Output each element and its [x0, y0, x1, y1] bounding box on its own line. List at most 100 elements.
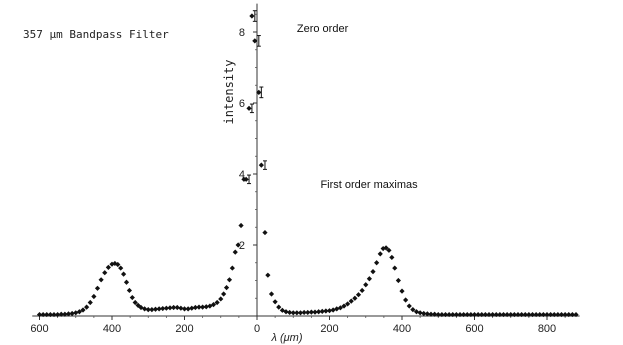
- data-point: [283, 309, 289, 315]
- data-point: [36, 311, 43, 318]
- x-tick-label: 200: [175, 323, 193, 335]
- data-point: [403, 297, 409, 303]
- data-point: [196, 304, 202, 310]
- data-point: [566, 311, 572, 318]
- data-point: [218, 296, 224, 302]
- x-tick-label: 200: [320, 323, 338, 335]
- data-point: [55, 311, 61, 318]
- data-point: [453, 311, 459, 318]
- data-point: [475, 311, 481, 318]
- x-tick-label: 400: [103, 323, 121, 335]
- data-point: [305, 309, 311, 316]
- data-point: [341, 303, 347, 309]
- data-point: [243, 176, 249, 182]
- data-point: [210, 302, 217, 308]
- annotation-first-order-maximas: First order maximas: [320, 179, 418, 191]
- data-point: [497, 311, 503, 318]
- x-tick-label: 600: [465, 323, 483, 335]
- data-point: [238, 222, 244, 229]
- y-tick-label: 6: [239, 98, 245, 110]
- data-point: [428, 311, 434, 317]
- data-point: [410, 307, 416, 313]
- data-point: [40, 311, 46, 318]
- data-point: [515, 311, 521, 318]
- data-point: [203, 304, 209, 310]
- data-point: [121, 271, 127, 277]
- data-point: [135, 302, 141, 308]
- data-point: [98, 277, 104, 283]
- data-point: [363, 282, 369, 288]
- data-point: [421, 310, 427, 317]
- data-point: [345, 301, 351, 307]
- data-point: [87, 299, 93, 306]
- data-point: [323, 308, 329, 314]
- data-point: [229, 265, 235, 271]
- data-point: [301, 309, 307, 316]
- data-point: [163, 305, 169, 311]
- y-ticks: 2 4 6 8: [239, 13, 257, 299]
- data-point: [399, 288, 405, 294]
- x-axis-label: λ (μm): [271, 332, 303, 344]
- data-point: [174, 304, 180, 311]
- data-point: [383, 245, 389, 251]
- data-point: [47, 311, 53, 318]
- data-point: [156, 306, 162, 312]
- data-point: [511, 311, 517, 318]
- data-point: [105, 264, 111, 270]
- annotation-zero-order: Zero order: [297, 23, 349, 35]
- data-point: [102, 270, 108, 276]
- data-point: [471, 311, 478, 318]
- error-bars: [247, 10, 267, 185]
- data-point: [370, 269, 376, 275]
- data-point: [352, 295, 358, 301]
- data-point: [377, 251, 383, 257]
- data-point: [58, 311, 64, 317]
- data-point: [316, 309, 322, 315]
- data-point: [537, 311, 543, 318]
- data-point: [551, 311, 557, 318]
- plot-area: 600 400 200 0 200 400 600 800 2 4 6 8: [30, 3, 580, 335]
- data-point: [348, 298, 354, 304]
- data-point: [115, 261, 121, 268]
- data-point: [91, 293, 97, 300]
- data-point: [312, 309, 318, 315]
- data-point: [446, 311, 452, 318]
- data-point: [490, 311, 496, 318]
- data-point: [464, 311, 470, 318]
- data-point: [482, 311, 488, 318]
- data-point: [406, 303, 412, 309]
- data-point: [424, 311, 430, 317]
- y-tick-label: 8: [239, 27, 245, 39]
- data-point: [258, 162, 264, 168]
- data-point: [526, 311, 532, 318]
- data-point: [435, 311, 441, 318]
- data-point: [109, 261, 115, 267]
- data-point: [461, 311, 467, 318]
- data-point: [294, 310, 300, 316]
- data-point: [468, 311, 474, 318]
- data-point: [442, 311, 449, 318]
- data-point: [432, 311, 438, 317]
- data-point: [493, 311, 499, 318]
- data-point: [249, 13, 255, 19]
- data-point: [386, 247, 392, 253]
- data-point: [142, 306, 148, 312]
- data-point: [123, 279, 130, 285]
- data-point: [548, 311, 554, 318]
- data-point: [297, 310, 304, 316]
- data-point: [51, 311, 57, 318]
- data-point: [308, 309, 314, 315]
- data-point: [374, 260, 380, 266]
- data-point: [504, 311, 510, 318]
- x-tick-label: 0: [254, 323, 260, 335]
- data-point: [522, 311, 528, 318]
- data-point: [287, 309, 293, 316]
- data-point: [392, 265, 398, 271]
- data-point: [479, 311, 485, 318]
- data-point: [246, 105, 252, 111]
- y-tick-label: 2: [239, 240, 245, 252]
- x-ticks: 600 400 200 0 200 400 600 800: [30, 316, 566, 335]
- y-tick-label: 4: [239, 169, 245, 181]
- data-point: [569, 311, 575, 318]
